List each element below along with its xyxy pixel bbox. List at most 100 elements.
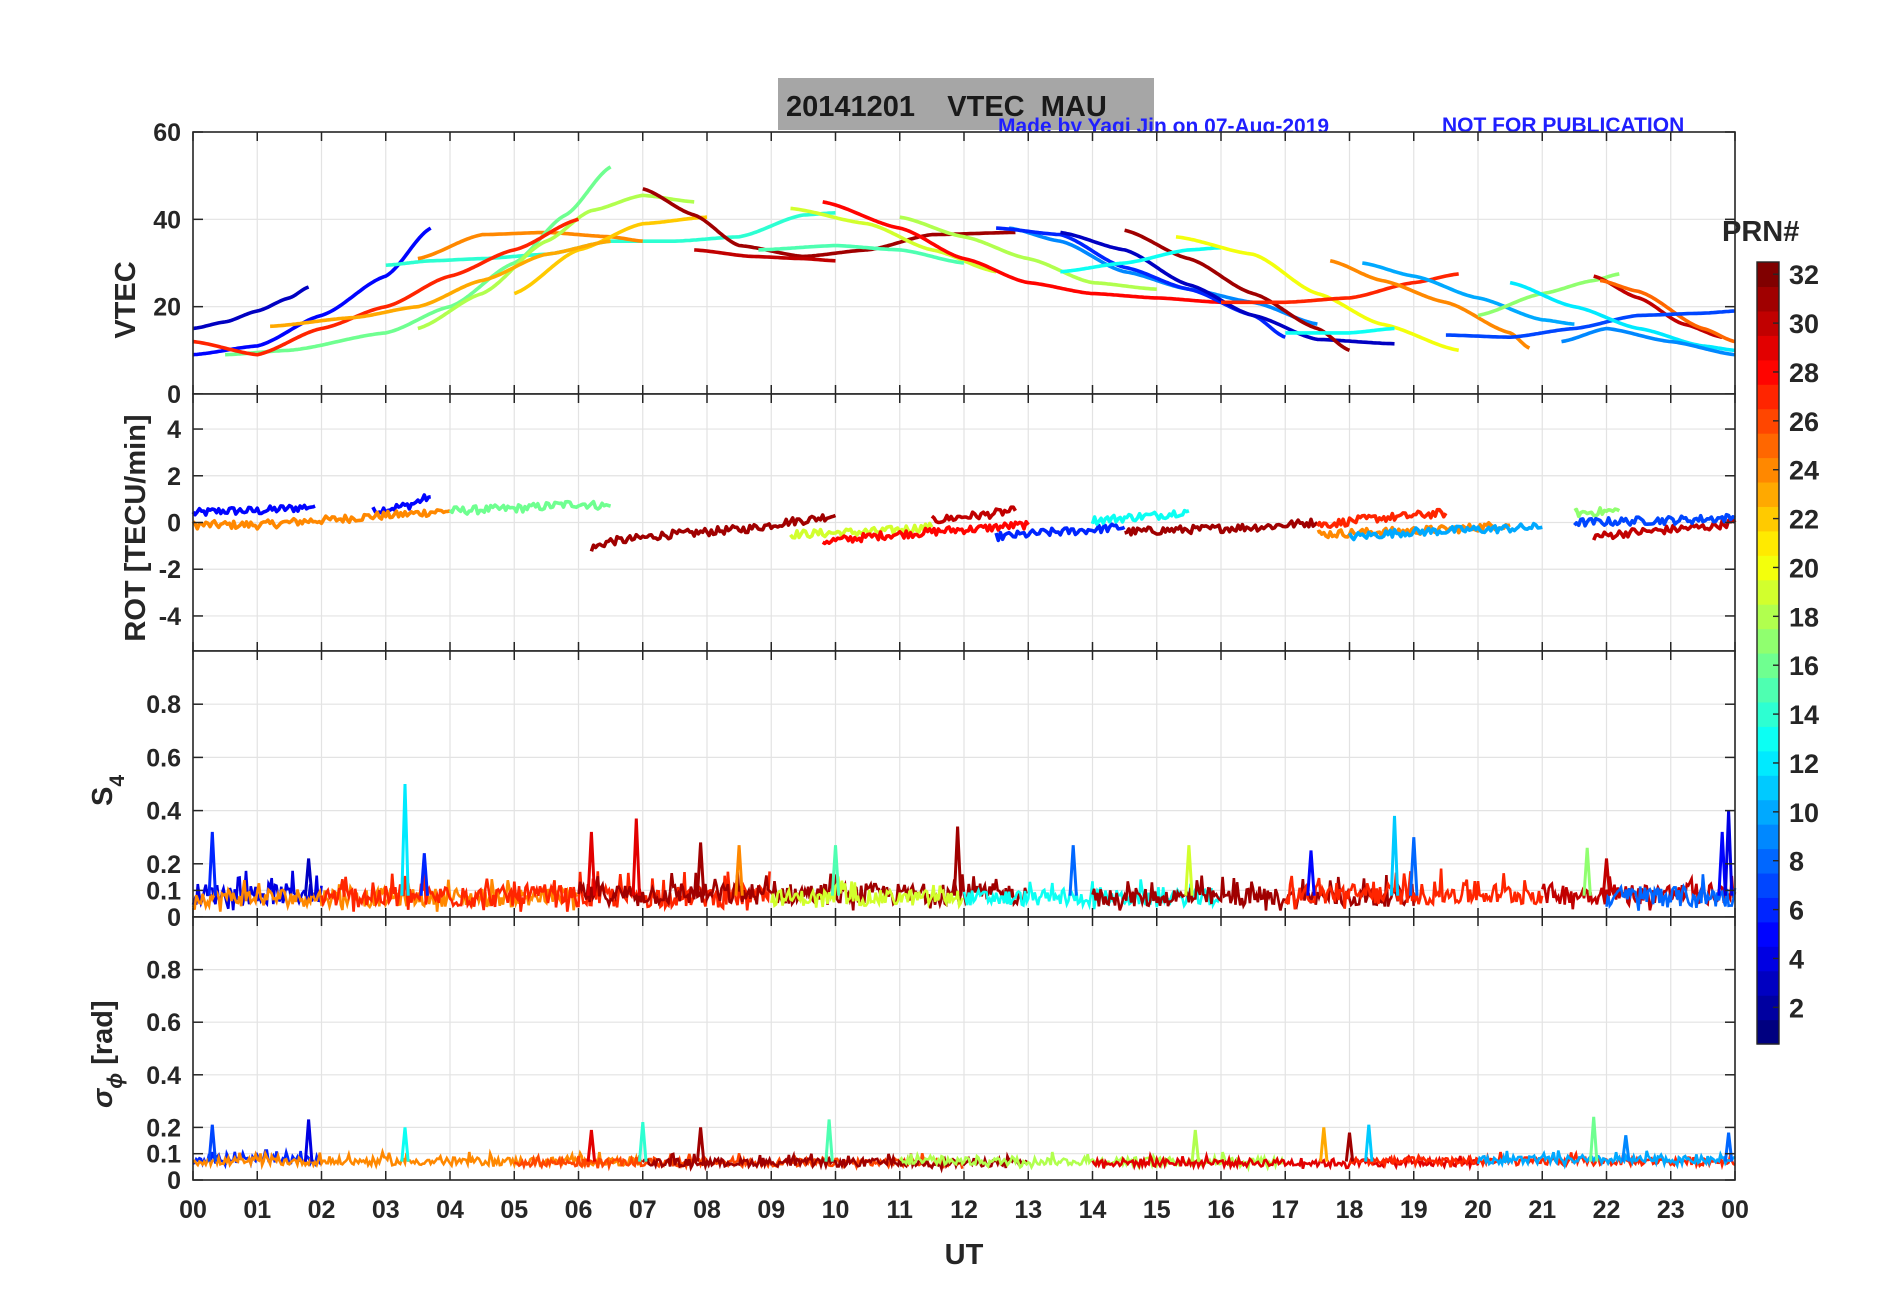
- colorbar-swatch: [1757, 799, 1779, 825]
- series-line-prn-30: [930, 505, 1017, 525]
- x-tick-label: 03: [372, 1196, 400, 1224]
- colorbar-swatch: [1757, 310, 1779, 336]
- grid: [192, 917, 1736, 1181]
- y-tick-label: 40: [153, 206, 181, 234]
- y-tick-label: 2: [167, 463, 181, 491]
- y-tick-label: 0.2: [146, 1114, 181, 1142]
- x-tick-label: 20: [1464, 1196, 1492, 1224]
- series-group: [192, 1116, 1736, 1174]
- spike-prn-5: [1306, 850, 1316, 896]
- colorbar-tick-label: 4: [1789, 944, 1804, 974]
- scint-trace-prn-27: [1348, 1149, 1736, 1171]
- spike-prn-8: [1068, 845, 1078, 896]
- colorbar-tick-label: 26: [1789, 407, 1819, 437]
- spike-prn-6: [419, 853, 429, 896]
- series-line-prn-13: [1090, 508, 1190, 526]
- series-line-prn-3: [192, 285, 310, 331]
- series-line-prn-7: [1573, 512, 1736, 528]
- x-tick-label: 05: [500, 1196, 528, 1224]
- spike-prn-15: [830, 845, 841, 896]
- x-tick-label: 12: [950, 1196, 978, 1224]
- series-line-prn-16: [225, 165, 612, 357]
- colorbar-swatch: [1757, 824, 1779, 850]
- title-box: [778, 78, 1154, 130]
- spike-prn-11: [1364, 1124, 1374, 1162]
- colorbar-swatch: [1757, 946, 1779, 972]
- y-tick-label: 20: [153, 294, 181, 322]
- spike-prn-16: [1588, 1116, 1599, 1162]
- colorbar-swatch: [1757, 481, 1779, 507]
- x-tick-label: 19: [1400, 1196, 1428, 1224]
- colorbar-frame: [1756, 261, 1780, 1045]
- colorbar-tick-label: 8: [1789, 847, 1804, 877]
- series-line-prn-27: [1221, 272, 1459, 305]
- colorbar-tick-label: 32: [1789, 260, 1819, 290]
- series-group: [192, 165, 1736, 357]
- series-line-prn-28: [822, 200, 1222, 305]
- spike-prn-31: [952, 826, 963, 896]
- spike-prn-5: [1717, 831, 1727, 896]
- sigma-ylabel-sub: ϕ: [104, 1073, 127, 1089]
- y-tick-label: 0.4: [146, 1062, 181, 1090]
- x-tick-label: 17: [1271, 1196, 1299, 1224]
- x-tick-label: 02: [308, 1196, 336, 1224]
- spike-prn-31: [695, 1127, 706, 1162]
- colorbar-tick-label: 12: [1789, 749, 1819, 779]
- scint-trace-prn-8: [1605, 874, 1737, 911]
- x-tick-label: 22: [1593, 1196, 1621, 1224]
- series-line-prn-30: [1593, 274, 1723, 339]
- y-tick-label: 0.4: [146, 798, 181, 826]
- ticks: -4 -2 0 2 4: [159, 394, 1736, 651]
- spike-prn-23: [1319, 1127, 1329, 1162]
- series-line-prn-6: [994, 522, 1126, 543]
- spike-prn-9: [1621, 1135, 1631, 1162]
- series-line-prn-30: [694, 248, 836, 263]
- x-tick-label: 00: [1721, 1196, 1749, 1224]
- spike-prn-11: [1389, 815, 1400, 896]
- y-tick-label: -2: [159, 556, 181, 584]
- y-tick-label: 0.6: [146, 1009, 181, 1037]
- spike-prn-15: [824, 1119, 834, 1162]
- spike-prn-30: [1601, 858, 1612, 896]
- y-tick-label: 0: [167, 1167, 181, 1195]
- series-line-prn-10: [1362, 261, 1575, 326]
- colorbar-swatch: [1757, 433, 1779, 459]
- colorbar-swatch: [1757, 530, 1779, 556]
- series-line-prn-9: [1561, 326, 1736, 357]
- ticks: 0 20 40 60: [153, 119, 1736, 409]
- x-tick-label: 01: [243, 1196, 271, 1224]
- colorbar-swatch: [1757, 848, 1779, 874]
- x-tick-label: 16: [1207, 1196, 1235, 1224]
- series-line-prn-27: [192, 217, 579, 357]
- x-tick-label: 23: [1657, 1196, 1685, 1224]
- colorbar-swatch: [1757, 262, 1779, 288]
- x-tick-label: 08: [693, 1196, 721, 1224]
- series-line-prn-15: [758, 243, 965, 265]
- spike-prn-18: [1190, 1129, 1200, 1162]
- series-line-prn-5: [371, 493, 431, 517]
- colorbar-swatch: [1757, 921, 1779, 947]
- series-line-prn-31: [1124, 517, 1319, 537]
- y-tick-label: -4: [159, 603, 181, 631]
- series-line-prn-25: [1599, 278, 1736, 344]
- colorbar-title: PRN#: [1722, 216, 1799, 248]
- panels: 0204060-4-202400.10.20.40.60.800.10.20.4…: [146, 119, 1749, 1224]
- series-line-prn-24: [191, 508, 451, 531]
- series-line-prn-20: [1175, 235, 1460, 353]
- s4-ylabel: S4: [87, 775, 129, 806]
- colorbar-swatch: [1757, 701, 1779, 727]
- chart-title: 20141201 VTEC MAU: [786, 91, 1107, 123]
- series-line-prn-18: [417, 193, 695, 331]
- colorbar-swatch: [1757, 653, 1779, 679]
- series-line-prn-28: [821, 519, 1030, 546]
- vtec-ylabel: VTEC: [110, 261, 142, 338]
- ticks: 00.10.2 0.4 0.6 0.8: [146, 917, 1736, 1195]
- x-tick-labels: 00 01 02 03 04 05 06 07 08 09 10 11 12 13 14 15 16 17 18 19…: [179, 1196, 1749, 1224]
- spike-prn-3: [303, 858, 314, 896]
- spike-prn-29: [586, 831, 597, 896]
- colorbar-tick-label: 14: [1789, 700, 1819, 730]
- series-line-prn-17: [1573, 506, 1621, 519]
- series-line-prn-17: [1477, 272, 1620, 318]
- y-tick-label: 0.1: [146, 1141, 181, 1169]
